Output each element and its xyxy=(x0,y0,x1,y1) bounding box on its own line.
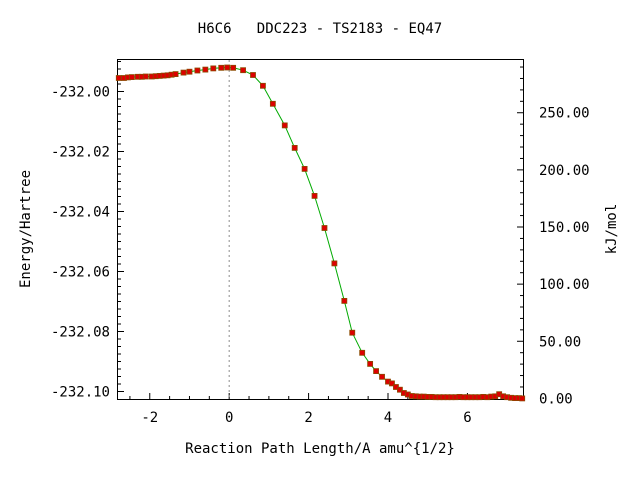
y-tick-label: -232.10 xyxy=(51,385,110,401)
data-point xyxy=(397,386,403,393)
data-point xyxy=(281,122,288,129)
data-point xyxy=(218,64,225,71)
x-tick-label: 2 xyxy=(304,410,312,426)
y-tick-label: -232.00 xyxy=(51,85,110,101)
y2-tick-label: 100.00 xyxy=(539,277,590,293)
tick-labels: -2 0 2 4 6 -232.00 -232.02 -232.04 -232.06 -232.0… xyxy=(51,85,590,427)
data-point xyxy=(224,64,231,71)
y2-tick-label: 50.00 xyxy=(539,334,581,350)
data-point xyxy=(349,329,356,336)
y2-tick-label: 200.00 xyxy=(539,163,590,179)
data-point xyxy=(142,73,149,80)
data-point xyxy=(230,64,237,71)
x-tick-label: 4 xyxy=(384,410,392,426)
plot-frame xyxy=(117,59,524,400)
data-point xyxy=(269,100,276,107)
y2-tick-label: 150.00 xyxy=(539,220,590,236)
data-point xyxy=(301,165,308,172)
y-axis-label: Energy/Hartree xyxy=(18,170,34,288)
data-point xyxy=(115,75,122,81)
axis-ticks xyxy=(118,61,523,399)
data-point xyxy=(210,65,217,72)
data-point xyxy=(331,260,338,267)
series-line xyxy=(118,66,523,399)
y-tick-label: -232.02 xyxy=(51,145,110,161)
data-point xyxy=(180,69,187,76)
data-point xyxy=(379,373,385,380)
data-point xyxy=(202,66,209,73)
data-point xyxy=(359,349,366,356)
y-tick-label: -232.04 xyxy=(51,205,110,221)
data-point xyxy=(240,67,246,74)
data-point xyxy=(519,395,526,402)
y2-axis-label: kJ/mol xyxy=(604,204,620,255)
data-point xyxy=(341,297,348,304)
y-tick-label: -232.08 xyxy=(51,325,110,341)
x-tick-label: 0 xyxy=(225,410,233,426)
data-point xyxy=(321,225,328,231)
data-point xyxy=(389,380,395,387)
series-markers xyxy=(115,64,526,402)
data-point xyxy=(260,82,266,89)
data-point xyxy=(172,71,179,77)
data-point xyxy=(373,368,379,375)
data-point xyxy=(291,144,298,151)
data-point xyxy=(186,68,193,75)
data-point xyxy=(128,74,135,80)
chart-title: H6C6 DDC223 - TS2183 - EQ47 xyxy=(198,21,442,37)
data-point xyxy=(367,360,374,367)
data-point xyxy=(311,192,318,199)
y2-tick-label: 250.00 xyxy=(539,106,590,122)
y2-tick-label: 0.00 xyxy=(539,391,573,407)
data-point xyxy=(194,67,201,74)
x-tick-label: -2 xyxy=(141,410,158,426)
y-tick-label: -232.06 xyxy=(51,265,110,281)
data-point xyxy=(250,72,256,78)
x-tick-label: 6 xyxy=(463,410,471,426)
x-axis-label: Reaction Path Length/A amu^{1/2} xyxy=(185,441,455,457)
